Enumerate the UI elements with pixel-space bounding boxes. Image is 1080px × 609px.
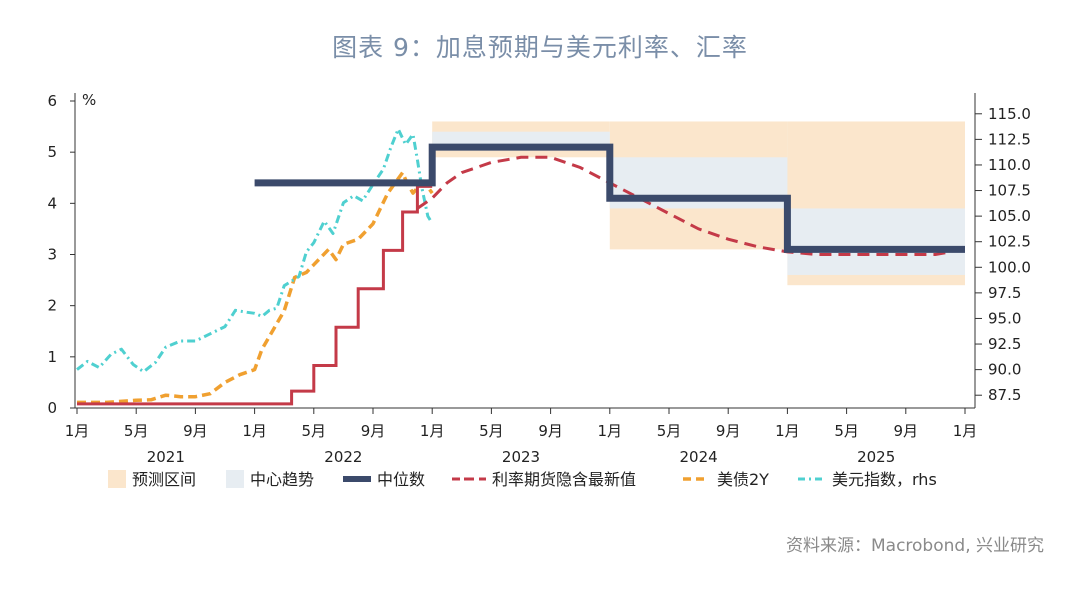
source-note: 资料来源：Macrobond, 兴业研究 (785, 536, 1044, 556)
legend-swatch-forecast_range (108, 470, 126, 488)
x-tick-label: 5月 (479, 422, 504, 440)
x-tick-label: 1月 (953, 422, 978, 440)
x-tick-label: 1月 (598, 422, 623, 440)
x-tick-label: 1月 (420, 422, 445, 440)
right-tick-label: 92.5 (988, 335, 1021, 353)
central-tendency-band (432, 131, 610, 148)
right-tick-label: 102.5 (988, 233, 1031, 251)
futures-implied-line (416, 155, 966, 256)
x-tick-label: 5月 (302, 422, 327, 440)
left-tick-label: 4 (47, 194, 57, 212)
left-tick-label: 6 (47, 92, 57, 110)
right-tick-label: 100.0 (988, 258, 1031, 276)
right-tick-label: 90.0 (988, 361, 1021, 379)
legend-label-dollar_index: 美元指数，rhs (832, 470, 937, 489)
x-tick-label: 9月 (538, 422, 563, 440)
treasury-2y-line (77, 170, 434, 405)
x-year-label: 2021 (147, 448, 185, 466)
chart-series (76, 127, 966, 406)
chart-legend: 预测区间 中心趋势 中位数 利率期货隐含最新值 美债2Y 美元指数，rhs (108, 470, 937, 489)
right-tick-label: 107.5 (988, 182, 1031, 200)
chart-title: 图表 9：加息预期与美元利率、汇率 (332, 33, 748, 62)
left-tick-label: 3 (47, 246, 57, 264)
legend-label-futures: 利率期货隐含最新值 (492, 470, 636, 489)
legend-swatch-central_tendency (226, 470, 244, 488)
right-tick-label: 87.5 (988, 386, 1021, 404)
central-tendency-band (787, 208, 965, 275)
x-tick-label: 5月 (124, 422, 149, 440)
x-tick-label: 9月 (361, 422, 386, 440)
right-tick-label: 112.5 (988, 130, 1031, 148)
left-tick-label: 1 (47, 348, 57, 366)
fed-funds-rate-line (77, 184, 433, 406)
legend-label-central_tendency: 中心趋势 (250, 470, 314, 489)
right-tick-label: 115.0 (988, 105, 1031, 123)
x-tick-label: 5月 (657, 422, 682, 440)
right-tick-label: 97.5 (988, 284, 1021, 302)
left-tick-label: 5 (47, 143, 57, 161)
legend-label-forecast_range: 预测区间 (132, 470, 196, 489)
legend-label-treasury_2y: 美债2Y (717, 470, 769, 489)
chart-axes: 0 1 2 3 4 5 6 % 87.5 90.0 92.5 95.0 97.5 100.0 102.5 10… (47, 91, 1031, 466)
x-tick-label: 9月 (716, 422, 741, 440)
dollar-index-line (76, 127, 434, 374)
x-tick-label: 1月 (242, 422, 267, 440)
right-tick-label: 110.0 (988, 156, 1031, 174)
x-year-label: 2023 (502, 448, 540, 466)
legend-label-median: 中位数 (377, 470, 425, 489)
x-tick-label: 9月 (183, 422, 208, 440)
left-tick-label: 2 (47, 297, 57, 315)
right-tick-label: 105.0 (988, 207, 1031, 225)
x-tick-label: 9月 (894, 422, 919, 440)
left-axis-unit: % (82, 91, 96, 109)
x-year-label: 2024 (680, 448, 718, 466)
x-tick-label: 1月 (775, 422, 800, 440)
left-tick-label: 0 (47, 399, 57, 417)
right-tick-label: 95.0 (988, 309, 1021, 327)
x-tick-label: 5月 (834, 422, 859, 440)
median-line (254, 143, 965, 253)
x-year-label: 2022 (324, 448, 362, 466)
x-year-label: 2025 (857, 448, 895, 466)
x-tick-label: 1月 (65, 422, 90, 440)
